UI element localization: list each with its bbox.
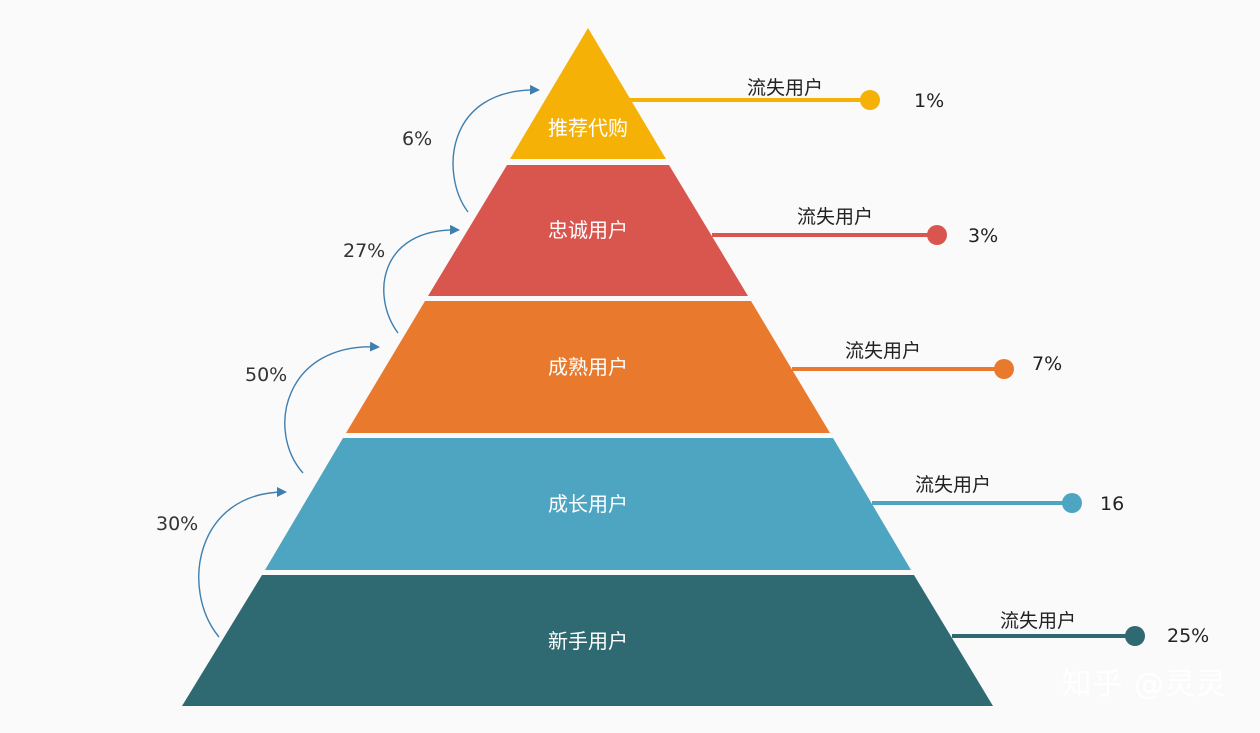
churn-callout-2: 流失用户 3% [712,206,998,247]
churn-label: 流失用户 [845,340,921,362]
churn-value: 25% [1167,625,1209,647]
layer-shape [346,301,830,433]
layer-label: 成长用户 [548,492,628,516]
transition-value: 50% [245,364,287,386]
transition-arrow-4: 30% [156,487,287,638]
churn-value: 1% [914,90,944,112]
watermark: 知乎 @灵灵 [1061,667,1227,702]
churn-dot [860,90,880,110]
churn-callout-5: 流失用户 25% [952,610,1209,647]
curved-arrow-icon [198,487,287,638]
churn-value: 3% [968,225,998,247]
transition-arrow-2: 27% [343,224,460,334]
churn-dot [1125,626,1145,646]
churn-label: 流失用户 [915,474,991,496]
churn-label: 流失用户 [747,77,823,99]
churn-callout-1: 流失用户 1% [628,77,944,112]
pyramid-layer-2: 忠诚用户 [428,165,748,296]
churn-value: 7% [1032,353,1062,375]
transition-value: 30% [156,513,198,535]
transition-arrow-1: 6% [402,84,540,213]
churn-callout-4: 流失用户 16 [872,474,1124,515]
layer-shape [510,28,666,159]
layer-shape [428,165,748,296]
curved-arrow-icon [452,84,540,213]
churn-value: 16 [1100,493,1124,515]
layer-label: 新手用户 [548,629,628,653]
churn-dot [927,225,947,245]
layer-shape [265,438,911,570]
pyramid-layer-1: 推荐代购 [510,28,666,159]
churn-label: 流失用户 [1000,610,1076,632]
transition-value: 27% [343,240,385,262]
layer-shape [182,575,993,706]
churn-label: 流失用户 [797,206,873,228]
layer-label: 推荐代购 [548,116,628,140]
curved-arrow-icon [383,224,460,334]
layer-label: 成熟用户 [548,355,628,379]
transition-arrow-3: 50% [245,341,380,474]
transition-value: 6% [402,128,432,150]
churn-dot [994,359,1014,379]
pyramid-layer-4: 成长用户 [265,438,911,570]
curved-arrow-icon [284,341,380,474]
pyramid-layer-5: 新手用户 [182,575,993,706]
layer-label: 忠诚用户 [548,218,628,242]
pyramid-layer-3: 成熟用户 [346,301,830,433]
churn-dot [1062,493,1082,513]
churn-callout-3: 流失用户 7% [792,340,1062,379]
